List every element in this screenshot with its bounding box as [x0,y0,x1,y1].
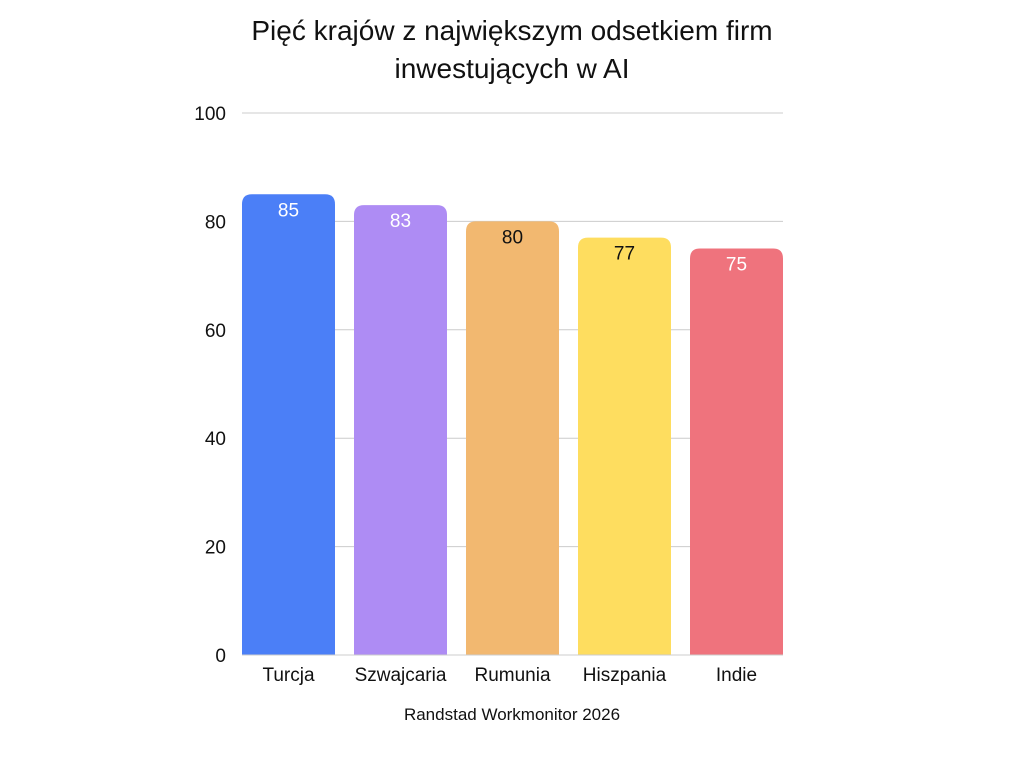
bar-indie [690,248,783,655]
data-label-indie: 75 [726,255,747,276]
chart-title-line-2: inwestujących w AI [394,53,630,84]
x-tick-label-turcja: Turcja [262,665,315,686]
chart-title-line-1: Pięć krajów z największym odsetkiem firm [251,15,773,46]
data-label-szwajcaria: 83 [390,211,411,232]
x-tick-label-hiszpania: Hiszpania [583,665,667,686]
data-label-turcja: 85 [278,200,299,221]
x-tick-label-indie: Indie [716,665,757,686]
source-note: Randstad Workmonitor 2026 [403,705,621,724]
y-tick-label-80: 80 [205,212,226,233]
y-tick-label-20: 20 [205,538,226,559]
bar-rumunia [466,221,559,655]
y-tick-label-60: 60 [205,321,226,342]
x-tick-label-szwajcaria: Szwajcaria [355,665,447,686]
y-tick-label-100: 100 [194,104,226,125]
chart-title: Pięć krajów z największym odsetkiem firm… [112,12,912,88]
x-tick-label-rumunia: Rumunia [474,665,550,686]
y-tick-label-0: 0 [215,646,226,667]
y-tick-label-40: 40 [205,429,226,450]
bar-hiszpania [578,237,671,655]
data-label-hiszpania: 77 [614,244,635,265]
bar-szwajcaria [354,205,447,655]
bar-turcja [242,194,335,656]
data-label-rumunia: 80 [502,227,523,248]
